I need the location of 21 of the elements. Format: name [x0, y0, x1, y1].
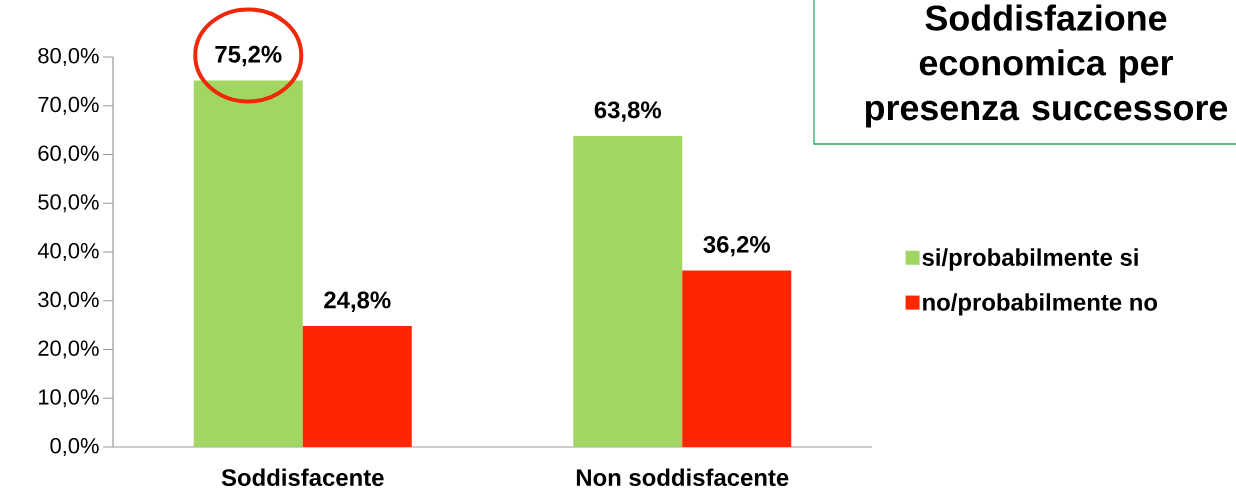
bar [302, 326, 412, 447]
x-tick-label: Non soddisfacente [576, 468, 789, 487]
data-label: 36,2% [703, 235, 771, 257]
data-label: 75,2% [215, 45, 282, 67]
y-tick-label: 70,0% [38, 96, 99, 115]
x-tick-label: Soddisfacente [221, 468, 384, 487]
bar [682, 270, 792, 447]
text: Soddisfazione economica per presenza successore [865, 4, 1228, 128]
y-tick-label: 60,0% [38, 145, 99, 164]
y-tick-label: 80,0% [38, 47, 99, 67]
legend-label: si/probabilmente si [922, 248, 1138, 271]
bar [573, 135, 683, 447]
y-tick-label: 20,0% [38, 340, 99, 359]
y-tick-label: 40,0% [37, 242, 99, 262]
data-label: 24,8% [324, 291, 391, 312]
y-tick-label: 50,0% [38, 194, 99, 213]
y-tick-label: 30,0% [38, 291, 99, 310]
y-tick-label: 0,0% [50, 437, 99, 457]
legend-label: no/probabilmente no [923, 293, 1158, 316]
y-tick-label: 10,0% [39, 389, 99, 408]
data-label: 63,8% [594, 101, 662, 122]
